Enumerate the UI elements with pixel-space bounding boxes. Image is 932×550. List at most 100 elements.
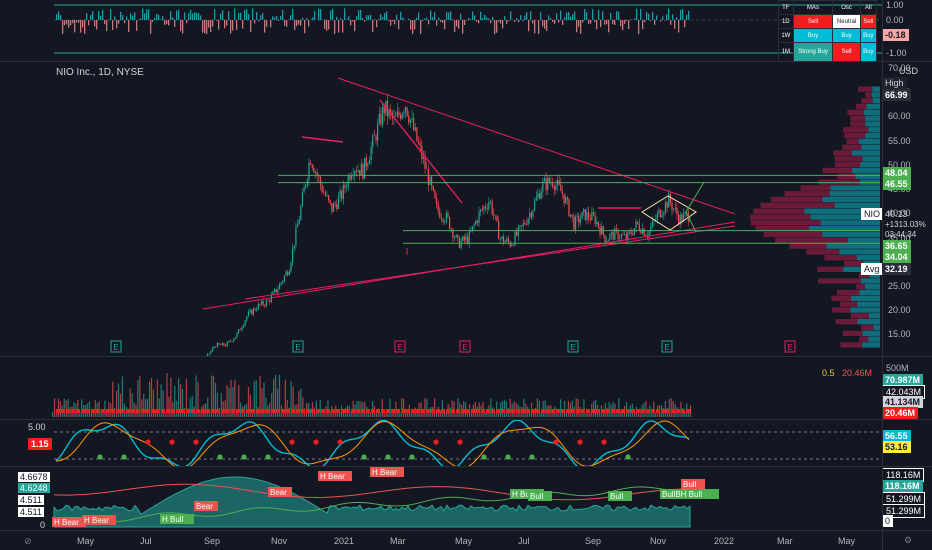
- vp-bar-sell: [818, 278, 861, 284]
- volume-marker: [291, 409, 295, 413]
- osc-bar: [416, 17, 418, 20]
- earnings-icon: E: [295, 343, 300, 352]
- osc-bar: [370, 15, 372, 20]
- candle-body: [453, 237, 456, 238]
- volume-bar: [84, 405, 87, 417]
- candle-body: [283, 275, 286, 281]
- table-row-1d-mas: Sell: [792, 14, 834, 29]
- volume-bar: [370, 412, 372, 417]
- timezone-icon[interactable]: ⊘: [24, 536, 32, 546]
- projection-down: [685, 211, 697, 233]
- volume-bar: [102, 412, 104, 417]
- volume-marker: [616, 409, 620, 413]
- vp-bar-buy: [862, 330, 880, 336]
- volume-bar: [139, 376, 141, 417]
- osc-bar: [624, 20, 626, 24]
- osc-bar: [164, 20, 166, 25]
- candle-body: [460, 241, 462, 248]
- volume-bar: [181, 389, 184, 417]
- price-tick-10: 20.00: [888, 305, 911, 316]
- stoch-dot: [553, 439, 559, 445]
- osc-bar: [622, 20, 624, 31]
- candle-body: [447, 212, 449, 218]
- volume-bar: [148, 381, 151, 417]
- level-34: 34.04: [882, 251, 911, 263]
- osc-bar: [354, 20, 356, 32]
- candle-body: [637, 221, 639, 224]
- osc-bar: [398, 20, 400, 30]
- volume-bar: [375, 412, 378, 417]
- volume-bar: [490, 398, 492, 417]
- candle-body: [661, 215, 663, 218]
- avg-label: Avg: [861, 263, 883, 275]
- osc-bar: [424, 18, 426, 20]
- osc-bar: [304, 20, 306, 34]
- osc-bar: [196, 12, 198, 20]
- volume-value-1: 70.987M: [882, 374, 924, 386]
- candle-body: [372, 135, 374, 148]
- trendline-top-short: [301, 136, 344, 143]
- candle-body: [328, 195, 330, 200]
- volume-bar: [410, 410, 412, 417]
- table-row-1m-tf: 1M: [778, 42, 794, 62]
- vp-bar-buy: [852, 167, 880, 174]
- last-symbol-tag: NIO: [861, 208, 884, 220]
- volume-bar: [402, 398, 405, 417]
- vp-bar-sell: [840, 342, 863, 348]
- candle-body: [411, 118, 413, 120]
- candle-body: [280, 282, 282, 285]
- vp-bar-buy: [862, 342, 880, 348]
- volume-bar: [647, 410, 649, 417]
- candle-body: [404, 107, 407, 113]
- osc-bar: [394, 20, 396, 25]
- vp-bar-buy: [822, 231, 880, 238]
- volume-bar: [156, 379, 158, 417]
- table-header-mas: MAs: [792, 0, 834, 15]
- volume-bar: [286, 399, 288, 417]
- volume-bar: [668, 399, 670, 417]
- volume-marker: [346, 409, 350, 413]
- osc-bar: [516, 17, 518, 20]
- volume-bar: [275, 375, 277, 417]
- osc-bar: [484, 14, 486, 20]
- osc-bar: [434, 12, 436, 20]
- volume-bar: [664, 400, 666, 417]
- volume-bar: [441, 399, 443, 417]
- vp-bar-buy: [869, 272, 880, 278]
- volume-bar: [395, 401, 397, 417]
- volume-marker: [121, 409, 125, 413]
- volume-marker: [666, 409, 670, 413]
- vp-bar-buy: [868, 127, 880, 133]
- level-36: 36.65: [882, 240, 911, 252]
- volume-bar: [414, 407, 416, 417]
- price-scale[interactable]: [882, 0, 932, 550]
- candle-body: [589, 218, 591, 221]
- settings-icon[interactable]: ⚙: [904, 535, 913, 545]
- volume-marker: [166, 409, 170, 413]
- volume-marker: [641, 409, 645, 413]
- volume-bar: [230, 379, 232, 417]
- vp-bar-sell: [840, 301, 858, 307]
- volume-bar: [65, 400, 67, 417]
- volume-bar: [119, 393, 122, 417]
- vp-bar-buy: [858, 138, 880, 145]
- stoch-dot: [337, 439, 343, 445]
- volume-bar: [317, 411, 319, 417]
- volume-bar: [152, 389, 155, 417]
- osc-bar: [396, 14, 398, 20]
- volume-bar: [385, 411, 387, 417]
- osc-bar: [566, 12, 568, 20]
- candle-body: [517, 226, 519, 236]
- candle-body: [679, 214, 681, 224]
- table-row-1w-osc: Buy: [832, 28, 861, 43]
- currency-label: USD: [899, 66, 919, 76]
- candle-body: [540, 191, 542, 199]
- div-tag-bg: [82, 515, 116, 525]
- volume-pane: [52, 373, 692, 417]
- candle-body: [581, 211, 583, 220]
- osc-bar: [110, 8, 112, 20]
- earnings-icon: E: [664, 343, 669, 352]
- volume-marker: [376, 409, 380, 413]
- candle-body: [555, 184, 557, 190]
